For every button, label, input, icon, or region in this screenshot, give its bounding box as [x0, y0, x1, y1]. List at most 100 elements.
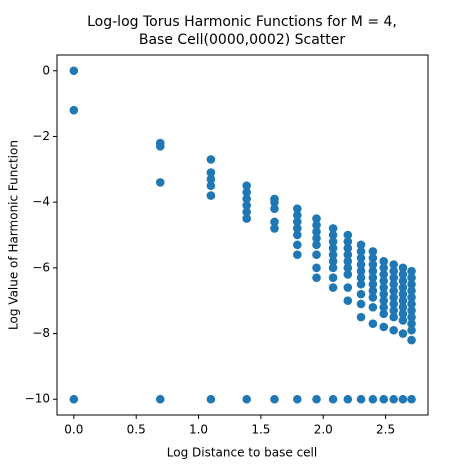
point: [368, 394, 378, 404]
point: [328, 230, 338, 240]
point: [368, 266, 378, 276]
point: [379, 302, 389, 312]
point: [379, 256, 389, 266]
point: [379, 263, 389, 273]
point: [242, 214, 251, 223]
point: [407, 319, 416, 328]
point: [389, 306, 399, 315]
point: [398, 302, 408, 312]
point: [356, 260, 366, 269]
point: [379, 276, 389, 286]
point: [379, 270, 389, 279]
point: [328, 250, 338, 260]
point: [328, 237, 338, 246]
point: [242, 181, 251, 191]
x-tick-label: 0.5: [127, 423, 146, 437]
x-tick-label: 2.5: [376, 423, 395, 437]
point: [343, 243, 353, 253]
chart-title: Base Cell(0000,0002) Scatter: [139, 32, 346, 48]
point: [407, 293, 416, 302]
point: [242, 187, 251, 197]
point: [379, 283, 389, 292]
point: [312, 263, 321, 273]
point: [368, 273, 378, 283]
point: [343, 263, 353, 273]
point: [407, 286, 416, 296]
point: [398, 329, 408, 338]
point: [368, 302, 378, 312]
point: [398, 276, 408, 286]
point: [379, 289, 389, 299]
y-tick-label: −2: [32, 129, 50, 143]
point: [242, 194, 251, 204]
point: [343, 296, 353, 305]
point: [407, 266, 416, 276]
point: [293, 224, 302, 233]
point: [379, 309, 389, 319]
point: [270, 224, 279, 233]
point: [293, 217, 302, 227]
point: [407, 335, 416, 345]
point: [407, 279, 416, 289]
point: [356, 312, 366, 322]
point: [312, 240, 321, 250]
point: [69, 66, 79, 76]
point: [242, 394, 251, 404]
point: [343, 270, 353, 279]
point: [312, 233, 321, 243]
point: [206, 174, 216, 184]
point: [343, 256, 353, 266]
point: [356, 266, 366, 276]
point: [356, 279, 366, 289]
y-tick-label: −10: [25, 392, 50, 406]
point: [328, 394, 338, 404]
point: [356, 247, 366, 256]
point: [407, 273, 416, 283]
point: [293, 250, 302, 260]
point: [328, 263, 338, 273]
point: [368, 319, 378, 328]
point: [155, 178, 165, 187]
point: [368, 247, 378, 256]
point: [293, 240, 302, 250]
point: [389, 266, 399, 276]
point: [356, 253, 366, 263]
point: [368, 286, 378, 296]
point: [328, 256, 338, 266]
y-tick-label: −4: [32, 195, 50, 209]
y-tick-label: 0: [42, 63, 50, 77]
point: [328, 243, 338, 253]
point: [206, 394, 216, 404]
point: [407, 394, 416, 404]
point: [206, 155, 216, 164]
point: [242, 201, 251, 210]
point: [312, 394, 321, 404]
point: [398, 394, 408, 404]
point: [368, 279, 378, 289]
point: [356, 289, 366, 299]
point: [270, 217, 279, 227]
chart-title: Log-log Torus Harmonic Functions for M =…: [87, 14, 397, 30]
point: [293, 210, 302, 220]
point: [343, 230, 353, 240]
point: [389, 325, 399, 335]
point: [389, 273, 399, 283]
point: [155, 142, 165, 151]
point: [398, 296, 408, 305]
point: [389, 279, 399, 289]
point: [343, 394, 353, 404]
point: [398, 289, 408, 299]
point: [343, 283, 353, 292]
point: [312, 214, 321, 223]
point: [69, 105, 79, 115]
point: [343, 250, 353, 260]
point: [206, 168, 216, 177]
point: [155, 394, 165, 404]
point: [270, 204, 279, 214]
point: [398, 316, 408, 325]
point: [398, 270, 408, 279]
point: [270, 197, 279, 207]
point: [293, 394, 302, 404]
point: [398, 283, 408, 292]
